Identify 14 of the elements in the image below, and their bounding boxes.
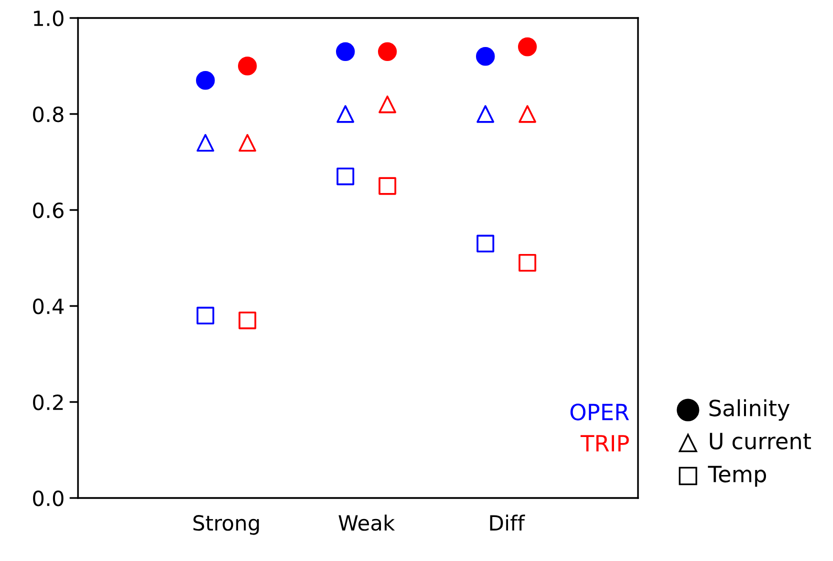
x-tick-label: Strong [193,515,259,535]
y-tick-label: 0.8 [33,106,64,122]
annotation: TRIP [580,435,629,452]
x-tick-label: Diff [490,514,526,530]
y-tick-label: 0.2 [33,394,63,410]
y-tick-label: 0.0 [33,490,64,506]
text: Salinity [709,399,790,421]
annotation: OPER [570,404,629,420]
text: Temp [708,466,766,487]
y-tick-label: 0.4 [33,298,64,314]
x-tick-label: Weak [338,514,395,531]
y-tick-label: 0.6 [33,202,64,218]
text: U current [710,432,811,450]
y-tick-label: 1.0 [34,10,64,26]
